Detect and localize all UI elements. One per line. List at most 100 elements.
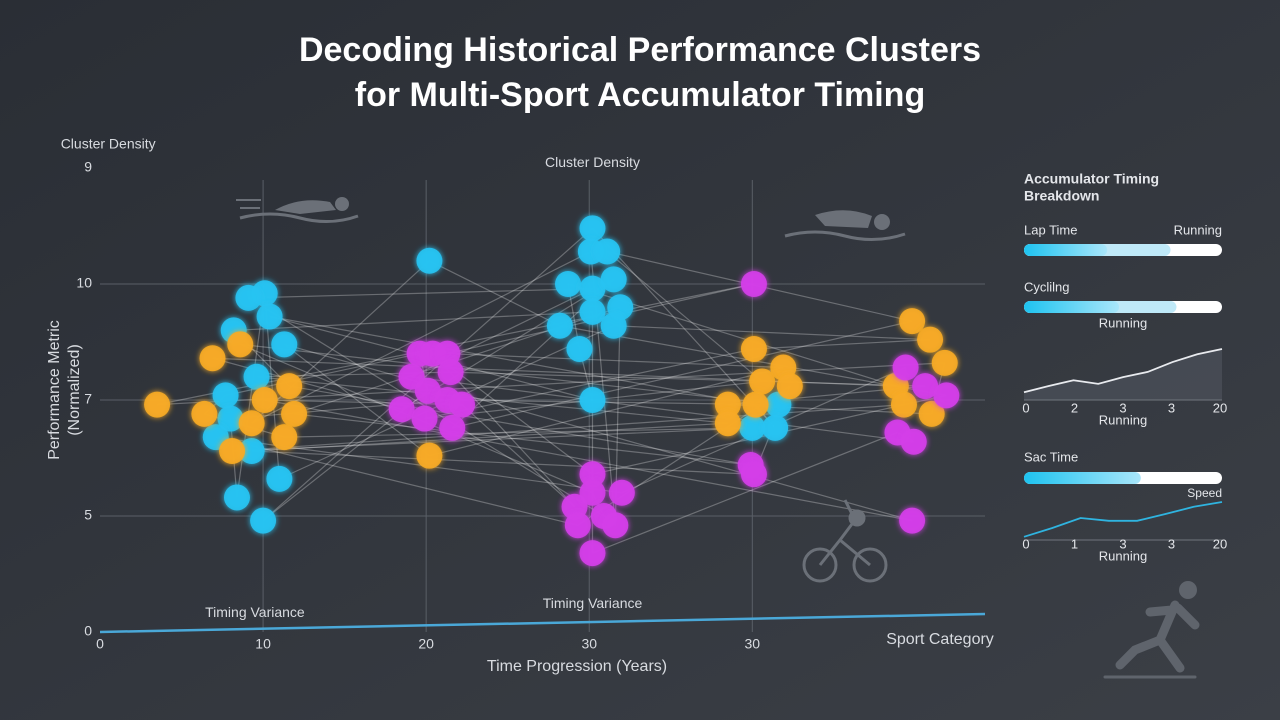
- bar-label: Lap Time: [1024, 222, 1077, 237]
- annotation: Cluster Density: [61, 136, 156, 152]
- data-point: [546, 312, 573, 339]
- data-point: [388, 396, 415, 423]
- trend-tick-label: 3: [1168, 536, 1175, 551]
- data-point: [600, 266, 627, 293]
- trend-tick-label: 20: [1213, 536, 1227, 551]
- data-point: [219, 438, 246, 465]
- data-point: [191, 400, 218, 427]
- data-point: [579, 387, 606, 413]
- connection: [289, 385, 751, 466]
- data-point: [579, 461, 606, 488]
- connection: [251, 422, 728, 452]
- data-point: [564, 512, 591, 539]
- data-point: [765, 391, 792, 418]
- annotation: Cluster Density: [545, 154, 640, 170]
- panel-title: Breakdown: [1024, 188, 1099, 204]
- connection: [251, 250, 592, 424]
- bar-fill: [1024, 472, 1141, 484]
- bar-label: Cyclilng: [1024, 279, 1070, 294]
- x-tick-label: 20: [418, 636, 434, 652]
- swimmer-icon: [236, 197, 359, 223]
- connection: [592, 227, 776, 429]
- connection: [283, 343, 430, 457]
- y-tick-label: 9: [84, 159, 92, 175]
- data-point: [912, 373, 939, 400]
- x-tick-label: 0: [96, 636, 104, 652]
- connection: [251, 450, 754, 475]
- runner-icon: [1103, 581, 1200, 679]
- connection: [284, 427, 753, 438]
- connection: [452, 320, 913, 429]
- data-point: [890, 391, 917, 418]
- data-point: [555, 271, 582, 297]
- data-point: [579, 215, 606, 242]
- connection: [606, 251, 763, 382]
- data-point: [243, 363, 270, 390]
- data-point: [917, 326, 944, 353]
- data-point: [892, 354, 919, 381]
- data-point: [742, 391, 769, 418]
- y-tick-label: 5: [84, 507, 92, 523]
- data-point: [740, 335, 767, 362]
- swimmer-icon: [784, 210, 906, 241]
- data-point: [238, 438, 265, 465]
- connection: [429, 260, 561, 327]
- data-point: [199, 345, 226, 372]
- cyclist-icon: [802, 499, 888, 583]
- data-point: [250, 507, 277, 534]
- bar-label: Running: [1099, 315, 1147, 330]
- trend-tick-label: 0: [1022, 400, 1029, 415]
- panel-title: Accumulator Timing: [1024, 171, 1159, 187]
- connection: [592, 431, 898, 554]
- connection: [240, 343, 779, 406]
- x-tick-label: 30: [581, 636, 597, 652]
- data-point: [714, 410, 741, 437]
- data-point: [579, 275, 606, 302]
- data-point: [608, 479, 635, 506]
- connection: [264, 399, 463, 406]
- connection: [450, 371, 926, 387]
- data-point: [931, 349, 958, 376]
- annotation: Timing Variance: [543, 595, 643, 611]
- y-axis-label: (Normalized): [66, 344, 83, 436]
- data-point: [276, 373, 303, 400]
- data-point: [437, 359, 464, 386]
- data-point: [235, 284, 262, 311]
- data-point: [776, 373, 803, 400]
- data-point: [740, 271, 767, 297]
- connection: [293, 413, 751, 466]
- trend-tick-label: 20: [1213, 400, 1227, 415]
- data-point: [281, 400, 308, 427]
- y-tick-label: 7: [84, 391, 92, 407]
- x-axis-label: Time Progression (Years): [487, 658, 667, 675]
- trend-caption: Running: [1099, 412, 1147, 427]
- title: for Multi-Sport Accumulator Timing: [355, 76, 925, 114]
- data-point: [579, 298, 606, 325]
- data-point: [217, 405, 244, 432]
- data-point: [266, 465, 293, 492]
- data-point: [899, 507, 926, 534]
- connection: [232, 427, 753, 452]
- data-point: [251, 387, 278, 413]
- category-label: Sport Category: [886, 631, 994, 648]
- data-point: [602, 512, 629, 539]
- y-tick-label: 0: [84, 623, 92, 639]
- data-point: [762, 414, 789, 441]
- data-point: [416, 247, 443, 274]
- connection: [215, 436, 578, 526]
- connection: [411, 376, 914, 443]
- annotation: Timing Variance: [205, 604, 305, 620]
- trend-tick-label: 1: [1071, 536, 1078, 551]
- connection: [236, 293, 266, 498]
- trend-tick-label: 3: [1119, 400, 1126, 415]
- trend-line: [1023, 501, 1223, 538]
- data-point: [739, 414, 766, 441]
- connection: [212, 357, 402, 410]
- data-point: [439, 414, 466, 441]
- data-point: [900, 428, 927, 455]
- data-point: [600, 312, 627, 339]
- connection: [264, 399, 913, 522]
- trend-label: Speed: [1187, 486, 1222, 500]
- title: Decoding Historical Performance Clusters: [299, 31, 981, 69]
- bar-label: Running: [1174, 222, 1222, 237]
